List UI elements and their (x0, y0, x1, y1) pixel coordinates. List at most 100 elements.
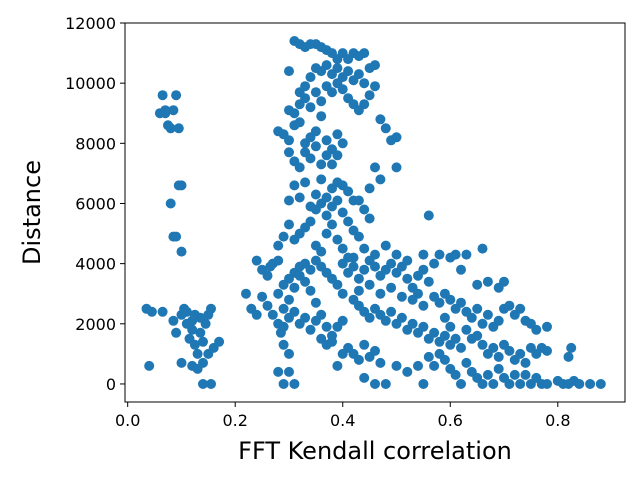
scatter-point (477, 339, 488, 350)
x-tick-label: 0.0 (115, 411, 140, 430)
x-tick-label: 0.4 (330, 411, 355, 430)
scatter-point (456, 264, 466, 275)
scatter-point (332, 150, 343, 161)
y-axis-label: Distance (18, 160, 46, 265)
scatter-point (305, 201, 316, 212)
scatter-point (198, 336, 208, 347)
scatter-point (504, 300, 515, 311)
scatter-point (168, 315, 179, 326)
scatter-point (439, 312, 450, 323)
scatter-point (456, 342, 466, 353)
scatter-point (504, 379, 515, 389)
scatter-point (461, 324, 472, 335)
scatter-point (332, 129, 343, 140)
scatter-point (375, 174, 386, 185)
scatter-point (380, 315, 391, 326)
scatter-point (192, 348, 203, 359)
scatter-point (418, 300, 429, 311)
scatter-point (321, 60, 332, 71)
scatter-point (488, 379, 499, 389)
scatter-point (310, 297, 321, 308)
y-axis-ticks: 0 2000 4000 6000 8000 10000 12000 (65, 14, 125, 394)
scatter-point (165, 198, 176, 209)
scatter-point (294, 192, 305, 203)
scatter-point (456, 379, 466, 389)
scatter-point (386, 306, 397, 317)
scatter-point (418, 249, 429, 260)
scatter-point (423, 210, 434, 221)
scatter-point (316, 96, 327, 107)
scatter-point (429, 258, 440, 269)
scatter-point (477, 318, 488, 329)
scatter-point (364, 213, 375, 224)
scatter-point (321, 135, 332, 146)
x-axis-ticks: 0.0 0.2 0.4 0.6 0.8 (115, 402, 571, 430)
scatter-point (171, 231, 182, 242)
scatter-point (450, 369, 461, 380)
scatter-point (321, 150, 332, 161)
scatter-point (337, 288, 348, 299)
scatter-point (337, 207, 348, 218)
scatter-point (294, 270, 305, 281)
scatter-point (284, 195, 294, 206)
scatter-point (300, 81, 311, 92)
scatter-point (461, 249, 472, 260)
scatter-point (189, 339, 200, 350)
scatter-point (206, 379, 216, 389)
scatter-point (146, 306, 157, 317)
scatter-point (198, 357, 208, 368)
scatter-point (300, 177, 311, 188)
scatter-point (370, 379, 380, 389)
scatter-point (370, 162, 380, 173)
scatter-point (364, 183, 375, 194)
scatter-point (380, 240, 391, 251)
scatter-point (359, 204, 370, 215)
scatter-point (316, 174, 327, 185)
scatter-point (439, 354, 450, 365)
scatter-point (509, 369, 520, 380)
scatter-point (359, 339, 370, 350)
scatter-point (515, 379, 526, 389)
scatter-point (305, 216, 316, 227)
scatter-point (542, 321, 552, 332)
scatter-point (337, 138, 348, 149)
scatter-point (163, 120, 173, 131)
scatter-point (337, 315, 348, 326)
scatter-point (445, 321, 456, 332)
scatter-point (305, 102, 316, 113)
scatter-point (327, 219, 337, 230)
scatter-point (267, 309, 278, 320)
scatter-point (585, 379, 596, 389)
scatter-point (472, 279, 483, 290)
scatter-point (542, 345, 552, 356)
scatter-point (157, 306, 168, 317)
scatter-point (168, 105, 179, 116)
scatter-point (364, 279, 375, 290)
y-tick-label: 2000 (75, 315, 116, 334)
scatter-point (520, 369, 531, 380)
y-tick-label: 8000 (75, 134, 116, 153)
scatter-point (375, 288, 386, 299)
scatter-point (391, 249, 402, 260)
scatter-point (284, 366, 294, 377)
scatter-point (359, 372, 370, 383)
scatter-point (332, 63, 343, 74)
scatter-point (332, 279, 343, 290)
scatter-point (482, 309, 493, 320)
y-tick-label: 6000 (75, 194, 116, 213)
scatter-point (321, 192, 332, 203)
scatter-point (499, 276, 509, 287)
scatter-point (294, 117, 305, 128)
scatter-point (375, 114, 386, 125)
data-points (141, 36, 606, 389)
scatter-point (353, 69, 364, 80)
scatter-point (359, 48, 370, 59)
scatter-point (370, 261, 380, 272)
y-tick-label: 12000 (65, 14, 116, 33)
scatter-point (332, 234, 343, 245)
scatter-point (176, 246, 187, 257)
scatter-point (482, 369, 493, 380)
scatter-point (327, 87, 337, 98)
scatter-point (343, 186, 354, 197)
